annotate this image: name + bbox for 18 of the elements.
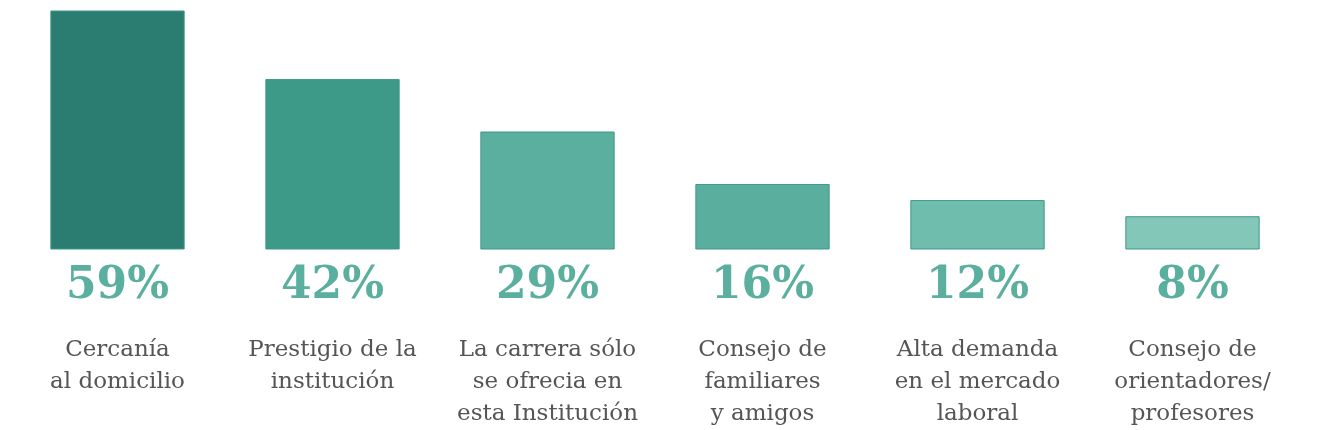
bar [1125,216,1260,250]
x-tick-label: Consejo de orientadores/ profesores [1114,334,1271,425]
data-label: 12% [925,257,1030,308]
bar [50,10,185,250]
bar [910,200,1045,250]
bar [480,131,615,250]
bar [265,79,400,250]
x-tick-label: La carrera sólo se ofrecia en esta Institución [457,334,639,425]
x-tick-label: Cercanía al domicilio [50,334,185,393]
x-tick-label: Prestigio de la institución [248,334,417,393]
data-label: 8% [1156,257,1229,308]
x-tick-label: Alta demanda en el mercado laboral [894,334,1061,425]
data-label: 29% [495,257,600,308]
data-label: 59% [65,257,170,308]
data-label: 42% [280,257,385,308]
bar [695,183,830,250]
x-tick-label: Consejo de familiares y amigos [698,334,827,425]
data-label: 16% [710,257,815,308]
